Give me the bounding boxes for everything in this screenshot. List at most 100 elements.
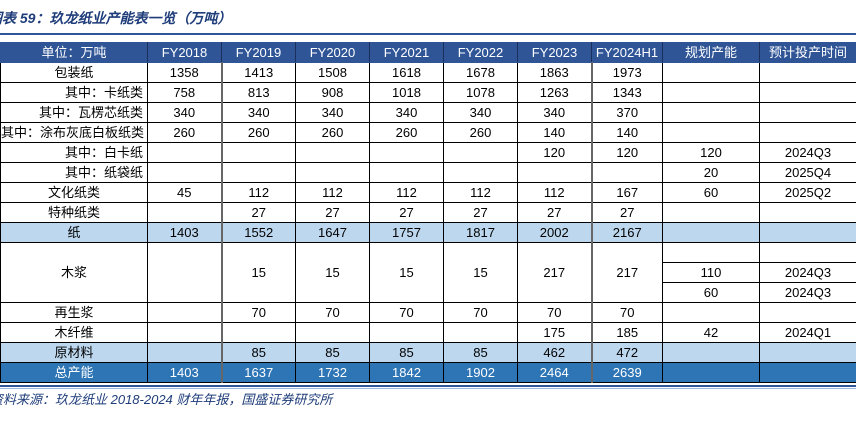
table-cell: 260 — [295, 122, 370, 143]
table-cell: 85 — [295, 342, 370, 363]
table-cell — [759, 202, 856, 223]
table-cell — [147, 302, 223, 323]
table-cell — [662, 242, 760, 263]
table-cell: 42 — [662, 322, 760, 343]
table-cell — [759, 222, 856, 243]
table-cell: 2002 — [517, 222, 592, 243]
table-cell — [662, 222, 760, 243]
table-cell: 2024Q3 — [759, 142, 856, 163]
table-cell — [759, 362, 856, 383]
table-cell: 472 — [590, 342, 663, 363]
table-cell: 112 — [443, 182, 518, 203]
table-cell — [517, 162, 592, 183]
table-cell: 70 — [590, 302, 663, 323]
row-label: 其中：瓦楞芯纸类 — [0, 102, 148, 123]
table-cell — [221, 162, 296, 183]
table-cell: 175 — [517, 322, 592, 343]
row-label: 文化纸类 — [0, 182, 148, 203]
table-cell: 260 — [443, 122, 518, 143]
table-cell: 260 — [369, 122, 444, 143]
table-cell — [295, 142, 370, 163]
table-cell — [759, 62, 856, 83]
table-cell — [759, 102, 856, 123]
table-cell: 1902 — [443, 362, 518, 383]
table-cell: 110 — [662, 262, 760, 283]
table-cell: 1358 — [147, 62, 223, 83]
table-cell — [221, 142, 296, 163]
table-cell: 85 — [369, 342, 444, 363]
table-row: 总产能 1403 1637 1732 1842 1902 2464 2639 — [0, 362, 856, 383]
table-cell — [147, 162, 223, 183]
source-note: 资料来源：玖龙纸业 2018-2024 财年年报，国盛证券研究所 — [0, 392, 333, 407]
table-cell: 85 — [221, 342, 296, 363]
table-cell: 260 — [147, 122, 223, 143]
table-cell: 1863 — [517, 62, 592, 83]
table-cell: 1078 — [443, 82, 518, 103]
table-cell: 1403 — [147, 222, 223, 243]
table-cell: 120 — [517, 142, 592, 163]
table-cell: 112 — [221, 182, 296, 203]
row-label: 其中：纸袋纸 — [0, 162, 148, 183]
table-cell: 908 — [295, 82, 370, 103]
row-label: 木浆 — [0, 242, 148, 303]
table-cell: 60 — [662, 182, 760, 203]
table-row: 其中：瓦楞芯纸类 340 340 340 340 340 340 370 — [0, 102, 856, 123]
table-cell: 112 — [295, 182, 370, 203]
table-cell: 1263 — [517, 82, 592, 103]
table-cell: 1508 — [295, 62, 370, 83]
table-cell: 217 — [590, 242, 663, 303]
column-header: 单位：万吨 — [0, 42, 148, 63]
table-cell — [443, 142, 518, 163]
table-cell: 15 — [295, 242, 370, 303]
table-cell: 1637 — [221, 362, 296, 383]
table-cell: 2024Q3 — [759, 262, 856, 283]
table-cell: 462 — [517, 342, 592, 363]
table-cell: 70 — [443, 302, 518, 323]
table-cell: 1413 — [221, 62, 296, 83]
table-cell — [759, 342, 856, 363]
figure-title: 图表 59：玖龙纸业产能表一览（万吨） — [0, 10, 232, 26]
table-row: 木纤维 175 185 42 2024Q1 — [0, 322, 856, 343]
row-label: 纸 — [0, 222, 148, 243]
table-cell — [759, 122, 856, 143]
table-cell: 1618 — [369, 62, 444, 83]
table-cell — [590, 162, 663, 183]
table-cell — [662, 62, 760, 83]
table-cell — [369, 162, 444, 183]
table-cell: 1732 — [295, 362, 370, 383]
table-cell: 340 — [517, 102, 592, 123]
table-cell: 120 — [590, 142, 663, 163]
table-row: 其中：白卡纸 120 120 120 2024Q3 — [0, 142, 856, 163]
table-cell: 60 — [662, 282, 760, 303]
table-cell: 2024Q3 — [759, 282, 856, 303]
column-header: 规划产能 — [662, 42, 760, 63]
table-cell — [295, 322, 370, 343]
table-row: 其中：卡纸类 758 813 908 1018 1078 1263 1343 — [0, 82, 856, 103]
row-label: 木纤维 — [0, 322, 148, 343]
title-divider — [0, 33, 856, 35]
table-cell — [759, 302, 856, 323]
table-cell: 2024Q1 — [759, 322, 856, 343]
row-label: 再生浆 — [0, 302, 148, 323]
table-cell: 120 — [662, 142, 760, 163]
table-cell: 1343 — [590, 82, 663, 103]
table-cell: 140 — [517, 122, 592, 143]
table-cell: 1842 — [369, 362, 444, 383]
column-header: FY2021 — [369, 42, 444, 63]
table-cell: 217 — [517, 242, 592, 303]
table-cell — [662, 102, 760, 123]
table-cell: 813 — [221, 82, 296, 103]
table-cell: 112 — [369, 182, 444, 203]
table-cell — [369, 142, 444, 163]
table-cell: 1678 — [443, 62, 518, 83]
table-row: 其中：纸袋纸 20 2025Q4 — [0, 162, 856, 183]
table-row: 原材料 85 85 85 85 462 472 — [0, 342, 856, 363]
table-cell: 1018 — [369, 82, 444, 103]
table-cell — [759, 242, 856, 263]
table-cell — [147, 322, 223, 343]
table-cell: 45 — [147, 182, 223, 203]
table-cell: 27 — [517, 202, 592, 223]
row-label: 其中：卡纸类 — [0, 82, 148, 103]
table-cell: 27 — [295, 202, 370, 223]
table-cell — [147, 242, 223, 303]
